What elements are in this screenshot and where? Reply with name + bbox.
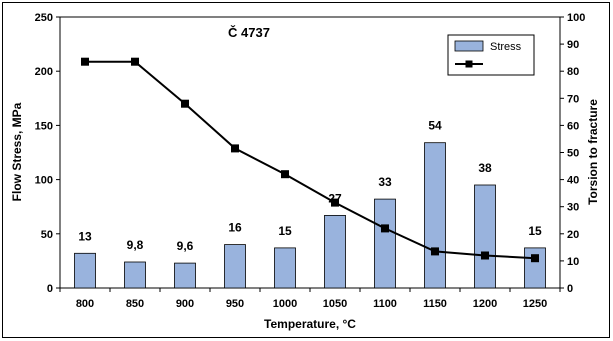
y2-tick-label-40: 40	[567, 175, 579, 187]
y-tick-label-150: 150	[35, 120, 53, 132]
line-marker-1100	[381, 224, 389, 233]
y-tick-label-0: 0	[47, 283, 53, 295]
y2-tick-label-10: 10	[567, 256, 579, 268]
data-label-1000: 15	[278, 224, 292, 238]
bar-1050	[324, 214, 346, 289]
data-label-1150: 54	[428, 119, 442, 133]
data-label-950: 16	[228, 221, 242, 235]
y-tick-label-200: 200	[35, 66, 53, 78]
chart-title: Č 4737	[228, 25, 270, 40]
data-label-850: 9,8	[127, 238, 144, 252]
line-marker-800	[81, 57, 89, 66]
data-label-1100: 33	[378, 175, 392, 189]
x-tick-label-1200: 1200	[473, 298, 497, 310]
legend-label-stress: Stress	[490, 41, 522, 53]
line-marker-1200	[481, 251, 489, 260]
legend-line-marker	[465, 60, 473, 68]
line-marker-850	[131, 57, 139, 66]
bar-900	[174, 262, 196, 289]
bar-1000	[274, 247, 296, 289]
x-tick-label-850: 850	[126, 298, 144, 310]
bar-850	[124, 261, 146, 289]
y2-tick-label-0: 0	[567, 283, 573, 295]
bar-800	[74, 252, 96, 289]
x-tick-label-1150: 1150	[423, 298, 447, 310]
y2-tick-label-90: 90	[567, 39, 579, 51]
y-axis-title: Flow Stress, MPa	[10, 102, 24, 201]
line-layer	[81, 57, 539, 263]
bar-950	[224, 244, 246, 289]
legend-swatch-stress	[454, 40, 484, 52]
y-tick-label-50: 50	[41, 229, 53, 241]
y-tick-label-100: 100	[35, 175, 53, 187]
y2-tick-label-70: 70	[567, 93, 579, 105]
bar-1250	[524, 247, 546, 289]
x-tick-label-800: 800	[76, 298, 94, 310]
y2-tick-label-100: 100	[567, 12, 585, 24]
y-tick-label-250: 250	[35, 12, 53, 24]
x-tick-label-1250: 1250	[523, 298, 547, 310]
bars-layer	[74, 142, 546, 289]
y2-tick-label-20: 20	[567, 229, 579, 241]
data-label-1050: 27	[328, 191, 342, 205]
y2-tick-label-30: 30	[567, 202, 579, 214]
line-marker-1150	[431, 247, 439, 256]
y2-tick-label-80: 80	[567, 66, 579, 78]
line-marker-1250	[531, 254, 539, 263]
x-axis-title: Temperature, °C	[264, 317, 356, 331]
ticks-layer: 0 50 100 150 200 250 0 10 20 30 40 50 60 70 80 90 100 800…	[35, 12, 586, 310]
line-marker-1000	[281, 170, 289, 179]
data-label-900: 9,6	[177, 239, 194, 253]
line-marker-1050	[331, 198, 339, 207]
data-labels-layer: 13 9,8 9,6 16 15 27 33 54 38 15	[78, 119, 542, 253]
line-marker-900	[181, 99, 189, 108]
bar-1200	[474, 184, 496, 289]
y2-tick-label-60: 60	[567, 120, 579, 132]
legend: Stress	[447, 34, 535, 76]
line-series-path	[85, 60, 536, 260]
line-marker-950	[231, 144, 239, 153]
x-tick-label-1050: 1050	[323, 298, 347, 310]
data-label-1200: 38	[478, 161, 492, 175]
data-label-800: 13	[78, 229, 92, 243]
x-tick-label-950: 950	[226, 298, 244, 310]
y2-axis-title: Torsion to fracture	[586, 99, 600, 205]
bar-1100	[374, 198, 396, 289]
x-tick-label-1000: 1000	[273, 298, 297, 310]
bar-1150	[424, 142, 446, 289]
data-label-1250: 15	[528, 224, 542, 238]
y2-tick-label-50: 50	[567, 148, 579, 160]
x-tick-label-1100: 1100	[373, 298, 397, 310]
x-tick-label-900: 900	[176, 298, 194, 310]
